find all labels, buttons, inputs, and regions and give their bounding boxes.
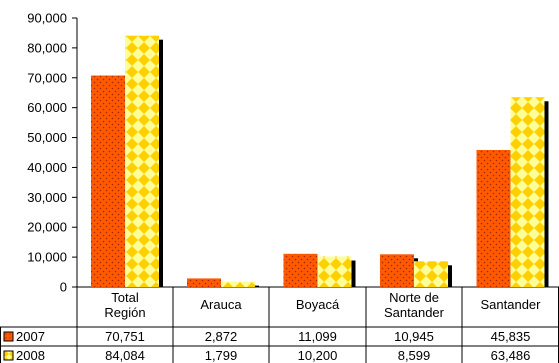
y-tick-label: 40,000 xyxy=(27,160,67,175)
y-axis: 0 10,000 20,000 30,000 40,000 50,000 60,000 70,… xyxy=(27,11,559,295)
data-label: 63,486 xyxy=(491,348,531,363)
bar-2007-2 xyxy=(283,253,318,287)
data-label: 70,751 xyxy=(105,329,145,344)
y-tick-label: 50,000 xyxy=(27,130,67,145)
y-tick-label: 90,000 xyxy=(27,11,67,26)
data-label: 84,084 xyxy=(105,348,145,363)
bar-2007-3 xyxy=(380,254,414,287)
category-label: Arauca xyxy=(200,297,242,312)
data-label: 10,945 xyxy=(394,329,434,344)
y-tick-label: 30,000 xyxy=(27,190,67,205)
bar-2008-0 xyxy=(125,35,159,287)
category-label: Boyacá xyxy=(296,297,340,312)
y-tick-label: 0 xyxy=(60,280,67,295)
bar-2008-4 xyxy=(510,97,545,287)
y-tick-label: 10,000 xyxy=(27,250,67,265)
category-label: Santander xyxy=(481,297,542,312)
data-label: 45,835 xyxy=(491,329,531,344)
legend-label: 2007 xyxy=(16,329,45,344)
category-label-line2: Santander xyxy=(384,305,445,320)
bar-2007-4 xyxy=(476,150,511,287)
bar-2008-1 xyxy=(221,281,255,287)
y-tick-label: 70,000 xyxy=(27,70,67,85)
category-label: Norte de xyxy=(389,290,439,305)
bar-2007-0 xyxy=(91,75,125,288)
category-label-line2: Región xyxy=(104,305,145,320)
plot-area xyxy=(91,35,549,288)
legend-label: 2008 xyxy=(16,348,45,363)
data-label: 8,599 xyxy=(398,348,431,363)
bar-2007-1 xyxy=(187,278,221,287)
legend-key-2008 xyxy=(3,350,14,361)
bar-2008-3 xyxy=(414,261,448,287)
data-label: 1,799 xyxy=(205,348,238,363)
y-tick-label: 60,000 xyxy=(27,100,67,115)
data-label: 2,872 xyxy=(205,329,238,344)
data-label: 11,099 xyxy=(298,329,337,344)
y-tick-label: 20,000 xyxy=(27,220,67,235)
category-label: Total xyxy=(111,290,139,305)
data-label: 10,200 xyxy=(298,348,338,363)
bar-2008-2 xyxy=(317,256,352,287)
legend-key-2007 xyxy=(3,331,14,342)
y-tick-label: 80,000 xyxy=(27,40,67,55)
